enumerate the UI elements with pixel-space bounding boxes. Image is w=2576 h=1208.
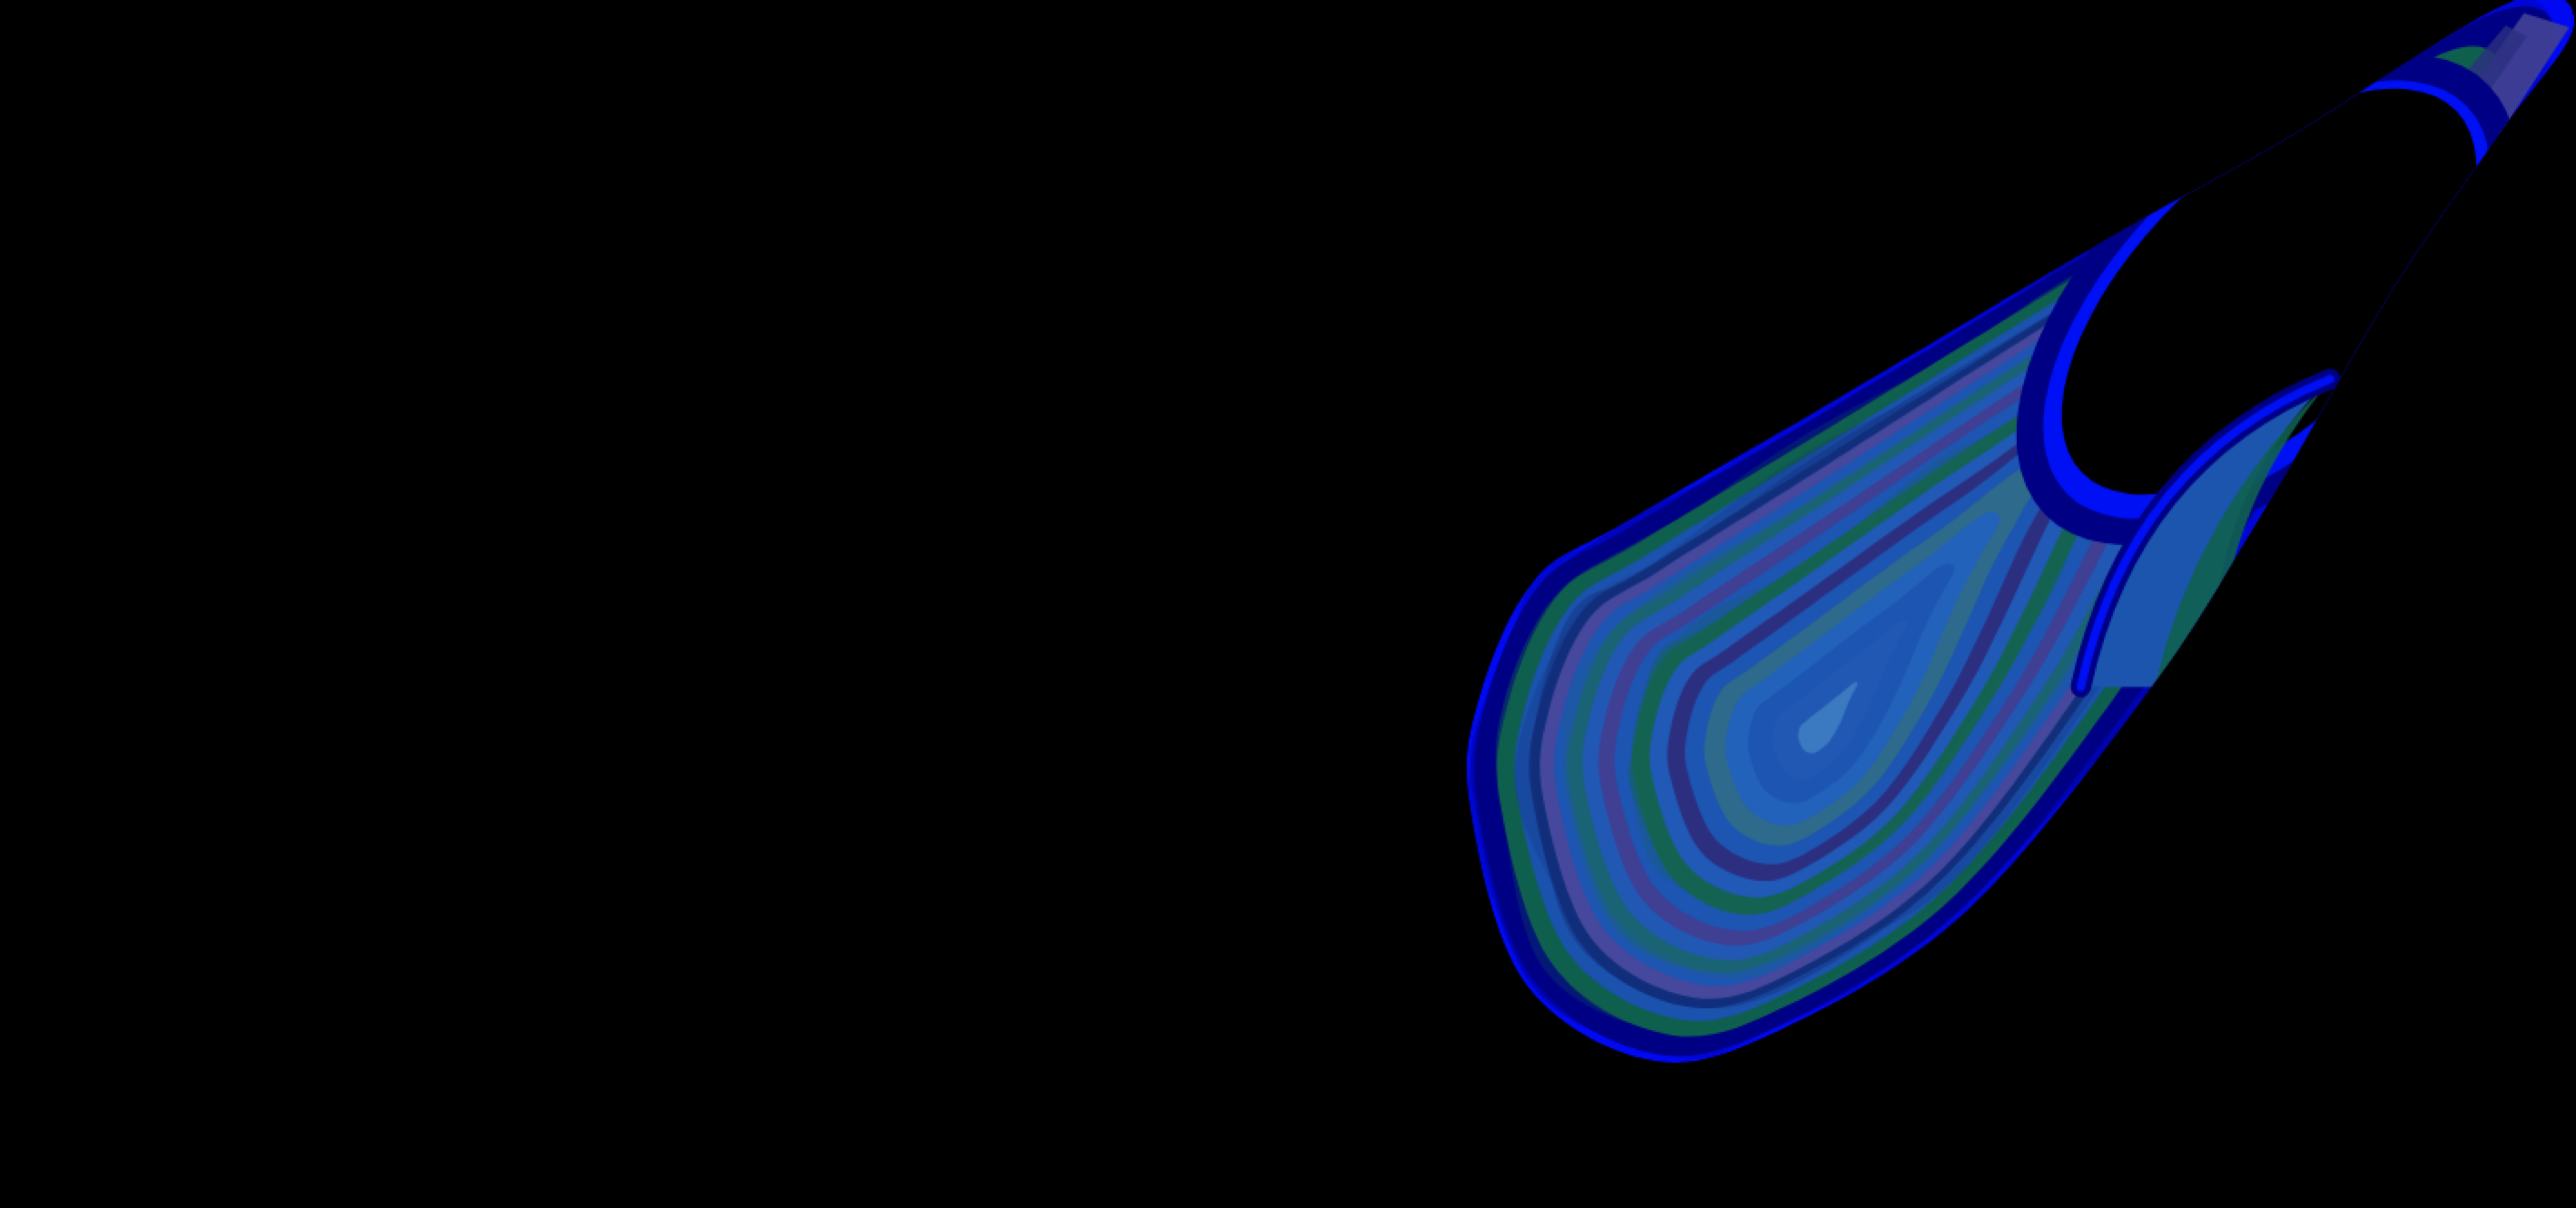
screenshot-root <box>0 0 2576 1208</box>
fractal-render <box>0 0 2576 1208</box>
